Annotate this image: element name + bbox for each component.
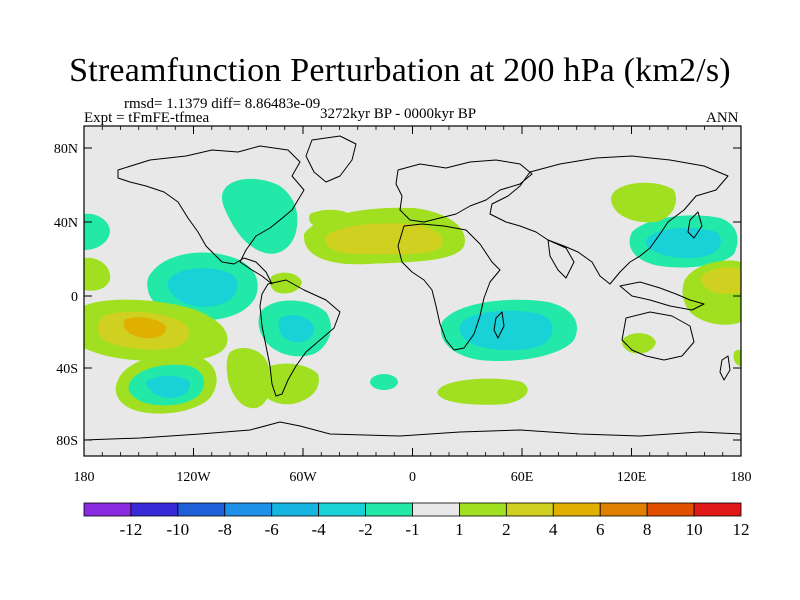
contour-cool-east-pacific-core (167, 268, 238, 307)
contour-warm-northeast-asia (611, 182, 676, 223)
contour-cool-south-pacific-core (146, 375, 191, 398)
lat-label: 80N (54, 142, 78, 157)
map-axes: 80N 40N 0 40S 80S 180 120W 60W 0 60E 120E 180 (54, 125, 752, 485)
contour-cool-south-america-core (278, 315, 315, 343)
contour-warm-south-atlantic (257, 363, 319, 405)
lon-label: 60W (289, 470, 317, 485)
coastline-australia (621, 311, 695, 361)
contour-warm-north-atlantic-top (308, 209, 353, 231)
colorbar-swatch (646, 502, 695, 517)
colorbar-swatch (599, 502, 648, 517)
coastline-japan (687, 211, 703, 239)
colorbar: -12 -10 -8 -6 -4 -2 -1 1 2 4 6 8 10 12 (83, 502, 750, 539)
colorbar-label: -10 (167, 520, 190, 539)
experiment-label: Expt = tFmFE-tfmea (84, 110, 210, 126)
coastline-southeast-asia-islands (619, 281, 705, 311)
colorbar-swatch (130, 502, 179, 517)
colorbar-label: 8 (643, 520, 652, 539)
contour-cool-indian-ocean-core (459, 310, 553, 351)
contour-warm-andes (226, 348, 271, 409)
lon-label: 120W (176, 470, 211, 485)
lat-label: 40N (54, 216, 78, 231)
lat-label: 0 (71, 290, 78, 305)
lon-label: 60E (511, 470, 534, 485)
stats-label: rmsd= 1.1379 diff= 8.86483e-09 (124, 96, 321, 112)
contour-warm-west-equator (84, 257, 111, 291)
contour-warm-right-edge-south (733, 349, 741, 366)
lat-label: 80S (56, 434, 78, 449)
colorbar-label: 10 (686, 520, 703, 539)
colorbar-swatch (693, 502, 742, 517)
colorbar-swatch (365, 502, 413, 517)
colorbar-swatch (83, 502, 132, 517)
colorbar-label: -1 (405, 520, 419, 539)
contour-cool-north-pacific-core (645, 227, 721, 258)
colorbar-label: -4 (312, 520, 327, 539)
coastlines (84, 135, 741, 441)
contour-warm-south-pacific-tropical-core (123, 317, 167, 339)
contour-cool-north-atlantic (221, 178, 298, 254)
lon-label: 180 (731, 470, 752, 485)
colorbar-label: -6 (265, 520, 279, 539)
lat-label: 40S (56, 362, 78, 377)
contour-field (84, 178, 741, 414)
coastline-north-america (117, 145, 305, 285)
coastline-india (547, 239, 575, 279)
contour-warm-west-pacific-core (701, 267, 741, 295)
colorbar-label: 4 (549, 520, 558, 539)
coastline-greenland (305, 135, 357, 183)
colorbar-label: 1 (455, 520, 464, 539)
coastline-asia (489, 155, 729, 285)
coastline-south-america (259, 279, 341, 397)
colorbar-swatch (224, 502, 273, 517)
lon-label: 120E (617, 470, 647, 485)
coastline-africa (397, 223, 501, 351)
colorbar-label: 2 (502, 520, 511, 539)
colorbar-swatch (505, 502, 554, 517)
contour-warm-atlantic-band-core (325, 223, 443, 255)
coastline-antarctica (84, 421, 741, 441)
colorbar-label: -8 (218, 520, 232, 539)
colorbar-swatch (552, 502, 601, 517)
colorbar-swatch (177, 502, 226, 517)
contour-cool-west-edge (84, 213, 110, 250)
colorbar-label: 12 (733, 520, 750, 539)
colorbar-swatch (412, 502, 460, 517)
lon-label: 0 (409, 470, 416, 485)
colorbar-label: 6 (596, 520, 605, 539)
colorbar-swatch (271, 502, 320, 517)
coastline-madagascar (493, 311, 505, 339)
lon-label: 180 (74, 470, 95, 485)
period-label: 3272kyr BP - 0000kyr BP (320, 106, 477, 122)
colorbar-label: -12 (120, 520, 143, 539)
coastline-new-zealand (719, 355, 731, 381)
colorbar-swatch (318, 502, 366, 517)
chart-title: Streamfunction Perturbation at 200 hPa (… (69, 52, 731, 89)
season-label: ANN (706, 110, 739, 126)
contour-warm-south-indian (437, 378, 528, 405)
coastline-europe (395, 159, 533, 223)
contour-cool-south-atlantic-spot (370, 374, 398, 390)
colorbar-label: -2 (358, 520, 372, 539)
colorbar-swatch (459, 502, 507, 517)
contour-warm-caribbean (269, 272, 302, 294)
